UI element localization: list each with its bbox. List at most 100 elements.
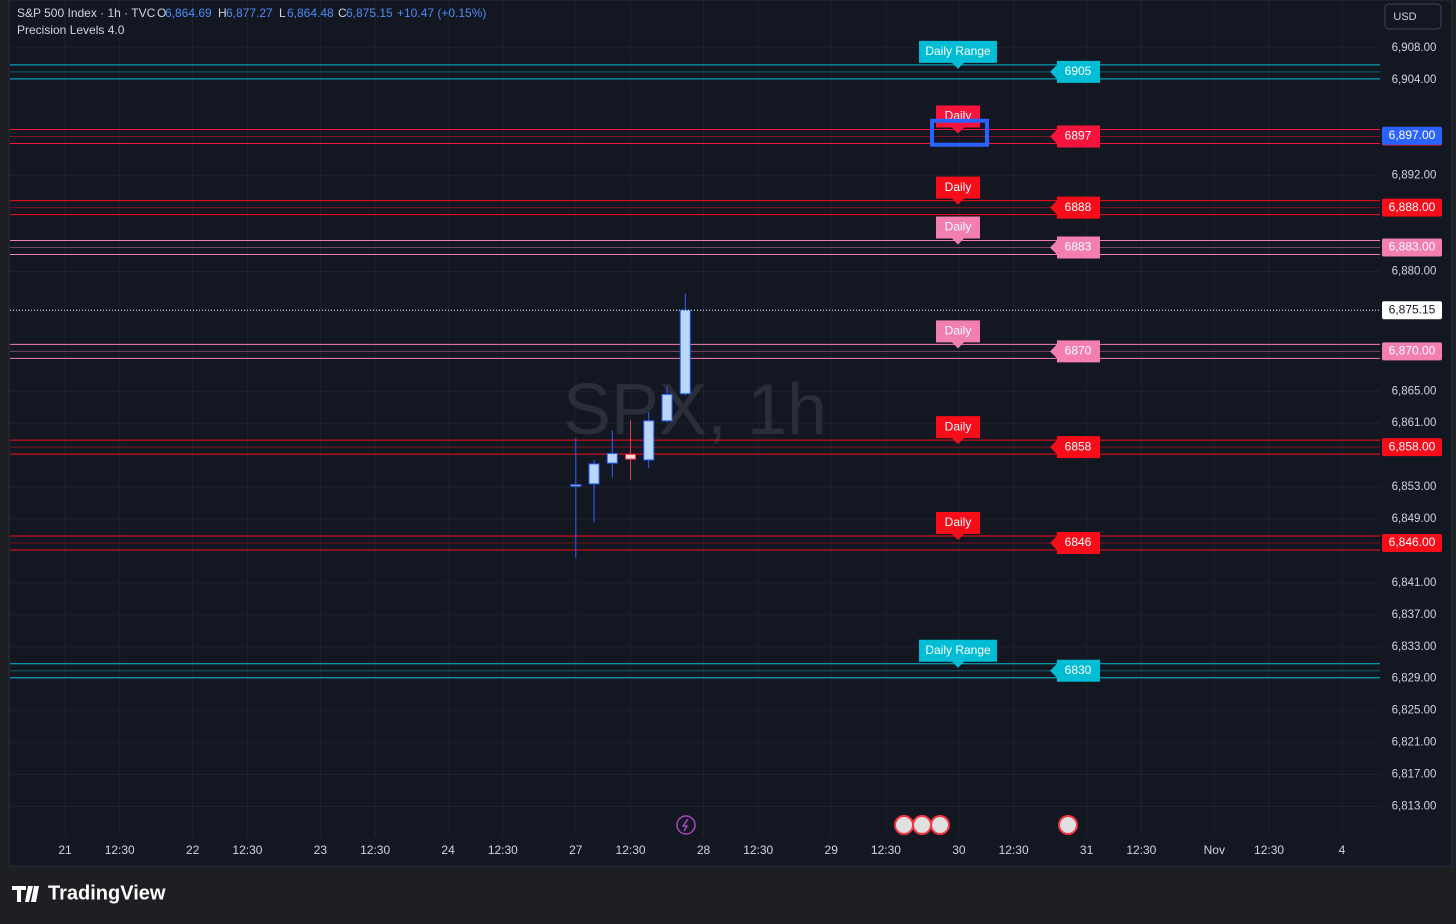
- y-tick-label: 6,837.00: [1392, 609, 1437, 621]
- level-value-box: [1050, 60, 1100, 83]
- y-tick-label: 6,813.00: [1392, 800, 1437, 812]
- event-icon[interactable]: [676, 815, 696, 835]
- x-tick-label: 28: [697, 843, 711, 857]
- axis-level-label: 6,846.00: [1389, 535, 1436, 549]
- x-tick-label: 12:30: [743, 843, 773, 857]
- ohlc-key: L: [279, 6, 286, 20]
- level-value-box: [1050, 236, 1100, 259]
- candle-body: [570, 484, 582, 487]
- level-value-box: [1050, 125, 1100, 148]
- y-tick-label: 6,849.00: [1392, 513, 1437, 525]
- event-icon[interactable]: [1058, 815, 1078, 835]
- level-tag-text: Daily: [945, 323, 972, 337]
- level-value-box: [1050, 196, 1100, 219]
- x-tick-label: 22: [186, 843, 200, 857]
- level-value-label: 6897: [1065, 129, 1092, 143]
- x-tick-label: 12:30: [232, 843, 262, 857]
- level-value-box: [1050, 659, 1100, 682]
- level-value-label: 6883: [1065, 240, 1092, 254]
- axis-level-box: [1382, 438, 1442, 457]
- marker-highlight: [930, 118, 989, 147]
- event-icon[interactable]: [930, 815, 950, 835]
- level-tag: [936, 176, 980, 205]
- y-tick-label: 6,880.00: [1392, 266, 1437, 278]
- x-tick-label: 24: [441, 843, 455, 857]
- y-tick-label: 6,829.00: [1392, 673, 1437, 685]
- y-tick-label: 6,825.00: [1392, 705, 1437, 717]
- candle-body: [661, 393, 673, 422]
- y-tick-label: 6,861.00: [1392, 417, 1437, 429]
- y-tick-label: 6,908.00: [1392, 42, 1437, 54]
- symbol: S&P 500 Index · 1h · TVC: [17, 6, 156, 20]
- level-tag-text: Daily Range: [925, 643, 991, 657]
- event-icon[interactable]: [912, 815, 932, 835]
- ohlc-value: 6,864.69: [165, 6, 212, 20]
- level-value-label: 6888: [1065, 200, 1092, 214]
- level-tag: [936, 216, 980, 245]
- y-tick-label: 6,833.00: [1392, 641, 1437, 653]
- x-tick-label: 21: [58, 843, 72, 857]
- x-tick-label: 4: [1339, 843, 1346, 857]
- brand: TradingView: [48, 882, 166, 904]
- currency-button[interactable]: [1384, 3, 1442, 30]
- axis-level-box: [1382, 533, 1442, 552]
- axis-level-box: [1382, 238, 1442, 257]
- level-value-label: 6858: [1065, 439, 1092, 453]
- level-value-box: [1050, 340, 1100, 363]
- lightning: [681, 818, 689, 832]
- event-icons: [676, 815, 1078, 835]
- x-tick-label: 12:30: [1126, 843, 1156, 857]
- level-tag: [936, 511, 980, 540]
- currency[interactable]: USD: [1393, 11, 1416, 23]
- level-tag-text: Daily: [945, 180, 972, 194]
- x-tick-label: 31: [1080, 843, 1094, 857]
- candle-body: [679, 309, 691, 395]
- logo: [12, 886, 39, 902]
- axis-level-label: 6,888.00: [1389, 200, 1436, 214]
- ohlc-key: H: [218, 6, 227, 20]
- event-icon[interactable]: [894, 815, 914, 835]
- watermark: SPX, 1h: [563, 370, 827, 450]
- axis-level-label: 6,858.00: [1389, 439, 1436, 453]
- candle-body: [588, 463, 600, 485]
- last-price-label: 6,875.15: [1389, 302, 1436, 316]
- x-tick-label: 12:30: [1254, 843, 1284, 857]
- y-tick-label: 6,853.00: [1392, 481, 1437, 493]
- x-tick-label: 12:30: [105, 843, 135, 857]
- x-tick-label: 12:30: [360, 843, 390, 857]
- level-value-box: [1050, 436, 1100, 459]
- marker-label: 6,897.00: [1389, 128, 1436, 142]
- x-tick-label: 27: [569, 843, 583, 857]
- level-value-label: 6905: [1065, 64, 1092, 78]
- axis-level-box: [1382, 342, 1442, 361]
- last-price-box: [1382, 301, 1442, 320]
- y-tick-label: 6,892.00: [1392, 170, 1437, 182]
- indicator-name: Precision Levels 4.0: [17, 23, 125, 37]
- axis-level-box: [1382, 198, 1442, 217]
- level-tag: [919, 639, 997, 668]
- x-tick-label: 12:30: [999, 843, 1029, 857]
- x-tick-label: 12:30: [488, 843, 518, 857]
- x-tick-label: Nov: [1204, 843, 1225, 857]
- y-tick-label: 6,904.00: [1392, 74, 1437, 86]
- axis-level-label: 6,883.00: [1389, 240, 1436, 254]
- change: +10.47 (+0.15%): [397, 6, 486, 20]
- level-tag-text: Daily: [945, 419, 972, 433]
- ohlc-value: 6,877.27: [226, 6, 273, 20]
- x-tick-label: 12:30: [616, 843, 646, 857]
- x-tick-label: 30: [952, 843, 966, 857]
- y-tick-label: 6,841.00: [1392, 577, 1437, 589]
- level-value-label: 6830: [1065, 663, 1092, 677]
- candle-body: [606, 453, 618, 464]
- level-value-label: 6846: [1065, 535, 1092, 549]
- candle-body: [643, 420, 655, 461]
- ohlc-key: O: [157, 6, 166, 20]
- level-tag-text: Daily: [945, 515, 972, 529]
- ohlc-value: 6,875.15: [346, 6, 393, 20]
- level-tag: [936, 320, 980, 349]
- level-value-label: 6870: [1065, 343, 1092, 357]
- ohlc-key: C: [338, 6, 347, 20]
- y-tick-label: 6,865.00: [1392, 385, 1437, 397]
- level-tag-text: Daily Range: [925, 44, 991, 58]
